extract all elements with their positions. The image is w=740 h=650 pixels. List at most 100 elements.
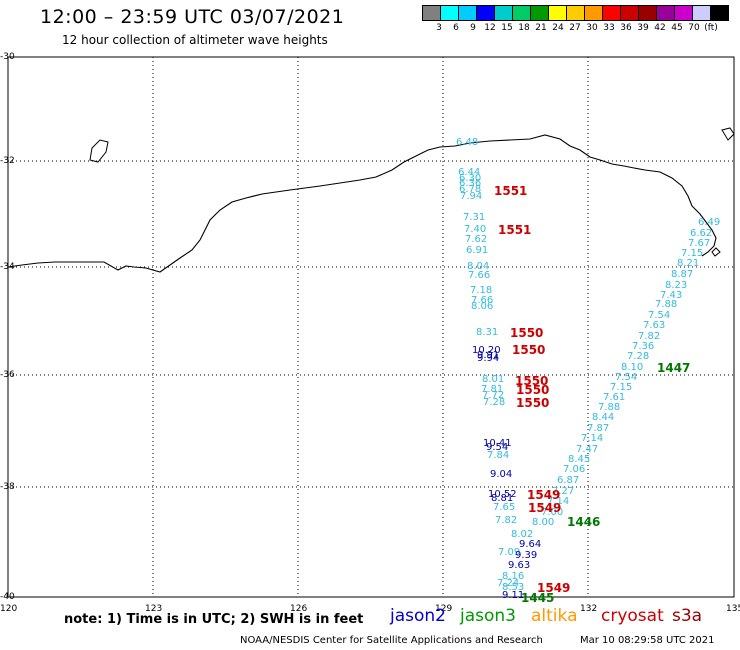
wave-height-value: 6.44	[458, 167, 481, 178]
wave-height-value: 7.81	[481, 384, 504, 395]
pass-time-label: 1550	[515, 374, 549, 388]
legend-label: 9	[470, 23, 476, 33]
color-scale-legend: 3 6 9 12 15 18 21 24 27 30 33 36 39 42 45 70 (ft)	[422, 5, 729, 33]
wave-height-value: 7.24	[497, 578, 520, 589]
wave-height-value: 7.66	[468, 270, 491, 281]
latitude-label: -30	[0, 52, 15, 62]
legend-label: 27	[569, 23, 581, 33]
wave-height-value: 7.14	[547, 496, 570, 507]
pass-time-label: 1550	[512, 343, 546, 357]
wave-height-value: 7.54	[615, 372, 638, 383]
wave-height-value: 6.48	[456, 137, 479, 148]
map-frame	[7, 56, 735, 598]
legend-label: 21	[535, 23, 547, 33]
wave-height-value: 7.47	[576, 444, 599, 455]
satellite-legend-cryosat: cryosat	[601, 606, 664, 626]
wave-height-value: 8.53	[502, 582, 525, 593]
wave-height-value: 7.00	[541, 507, 564, 518]
pass-time-label: 1550	[516, 396, 550, 410]
pass-time-label: 1549	[537, 581, 571, 595]
wave-height-value: 8.21	[677, 258, 700, 269]
wave-height-value: 7.87	[587, 423, 610, 434]
wave-height-value: 7.65	[493, 502, 516, 513]
wave-height-value: 7.88	[655, 299, 678, 310]
legend-label: 24	[552, 23, 564, 33]
legend-swatch	[710, 5, 729, 21]
wave-height-value: 8.16	[502, 571, 525, 582]
wave-height-value: 7.36	[632, 341, 655, 352]
legend-label: 30	[586, 23, 598, 33]
wave-height-value: 9.04	[490, 469, 513, 480]
pass-time-label: 1549	[528, 501, 562, 515]
wave-height-value: 7.14	[581, 433, 604, 444]
wave-height-value: 6.78	[459, 184, 482, 195]
wave-height-value: 7.40	[464, 224, 487, 235]
wave-height-value: 8.23	[665, 280, 688, 291]
wave-height-value: 8.44	[592, 412, 615, 423]
latitude-label: -34	[0, 262, 15, 272]
wave-height-value: 7.31	[463, 212, 486, 223]
grid-lines	[8, 57, 734, 597]
wave-height-value: 8.87	[671, 269, 694, 280]
satellite-legend-jason3: jason3	[460, 606, 516, 626]
pass-time-label: 1447	[657, 361, 691, 375]
pass-time-label: 1550	[516, 383, 550, 397]
wave-height-value: 6.36	[459, 178, 482, 189]
wave-height-value: 9.11	[502, 590, 525, 601]
latitude-label: -40	[0, 592, 15, 602]
wave-height-value: 8.31	[476, 327, 499, 338]
latitude-label: -36	[0, 370, 15, 380]
wave-height-value: 6.91	[466, 245, 489, 256]
wave-height-value: 7.54	[648, 310, 671, 321]
footer-note: note: 1) Time is in UTC; 2) SWH is in fe…	[64, 612, 364, 627]
wave-height-value: 7.82	[495, 515, 518, 526]
credit-text: NOAA/NESDIS Center for Satellite Applica…	[240, 635, 543, 646]
wave-height-value: 7.61	[603, 392, 626, 403]
coastline	[7, 134, 717, 273]
wave-height-value: 8.06	[471, 301, 494, 312]
wave-height-value: 7.84	[487, 450, 510, 461]
wave-height-value: 7.62	[465, 234, 488, 245]
legend-unit: (ft)	[704, 23, 718, 33]
page-title: 12:00 – 23:59 UTC 03/07/2021	[40, 6, 345, 28]
longitude-label: 126	[290, 604, 308, 614]
timestamp-text: Mar 10 08:29:58 UTC 2021	[580, 635, 715, 646]
satellite-legend-s3a: s3a	[672, 606, 703, 626]
wave-height-value: 7.67	[688, 238, 711, 249]
pass-time-label: 1445	[521, 591, 555, 605]
wave-height-value: 7.06	[563, 464, 586, 475]
wave-height-value: 9.39	[515, 550, 538, 561]
legend-label: 33	[603, 23, 615, 33]
wave-height-value: 6.30	[459, 173, 482, 184]
longitude-label: 123	[145, 604, 163, 614]
wave-height-value: 8.01	[482, 374, 505, 385]
legend-label: 18	[518, 23, 530, 33]
wave-height-value: 7.18	[470, 285, 493, 296]
wave-height-value: 8.04	[467, 261, 490, 272]
wave-height-value: 8.81	[491, 493, 514, 504]
wave-height-value: 7.72	[482, 390, 505, 401]
latitude-label: -32	[0, 156, 15, 166]
legend-label: 36	[620, 23, 632, 33]
wave-height-value: 9.54	[486, 442, 509, 453]
page-subtitle: 12 hour collection of altimeter wave hei…	[62, 33, 328, 47]
wave-height-value: 6.62	[690, 228, 713, 239]
wave-height-value: 8.45	[568, 454, 591, 465]
wave-height-value: 10.52	[488, 489, 517, 500]
wave-height-value: 9.64	[519, 539, 542, 550]
kangaroo-island	[711, 247, 721, 257]
latitude-label: -38	[0, 482, 15, 492]
wave-height-value: 7.28	[627, 351, 650, 362]
wave-height-value: 9.63	[508, 560, 531, 571]
pass-time-label: 1551	[494, 184, 528, 198]
wave-height-value: 7.63	[643, 320, 666, 331]
wave-height-value: 8.00	[532, 517, 555, 528]
pass-time-label: 1550	[510, 326, 544, 340]
wave-height-value: 8.02	[511, 529, 534, 540]
wave-height-value: 6.49	[698, 217, 721, 228]
longitude-label: 132	[580, 604, 598, 614]
longitude-label: 120	[0, 604, 18, 614]
wave-height-value: 7.15	[610, 382, 633, 393]
legend-label: 15	[501, 23, 513, 33]
